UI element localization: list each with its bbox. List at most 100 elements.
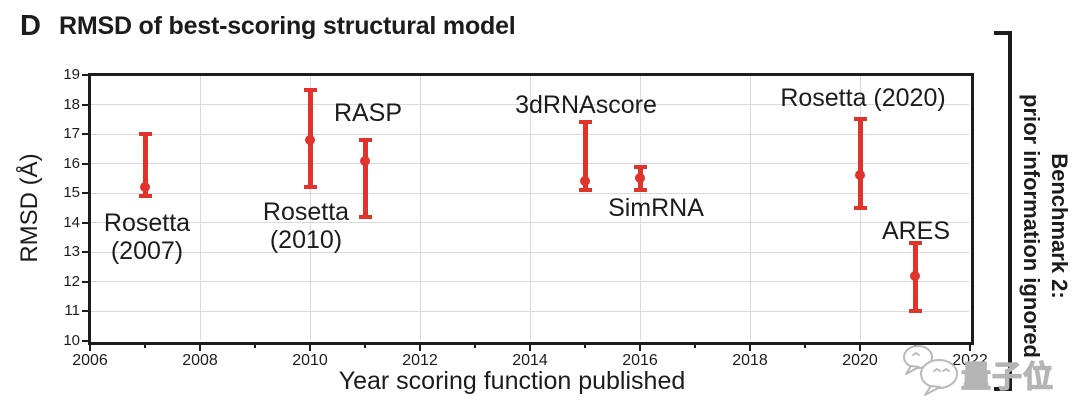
horizontal-gridline: [91, 192, 969, 194]
vertical-gridline: [199, 76, 201, 340]
error-bar-cap-bottom: [303, 185, 317, 190]
x-axis-minor-tick: [144, 344, 146, 348]
y-tick-label: 19: [63, 66, 80, 83]
error-bar-cap-top: [908, 241, 922, 246]
watermark-text: 量子位: [960, 360, 1054, 394]
horizontal-gridline: [91, 251, 969, 253]
data-point-label: SimRNA: [608, 194, 704, 222]
y-tick-label: 10: [63, 332, 80, 349]
data-point-label: 3dRNAscore: [515, 91, 657, 119]
error-bar-cap-top: [138, 132, 152, 137]
x-tick-label: 2008: [182, 352, 218, 369]
chart-title: RMSD of best-scoring structural model: [59, 12, 516, 40]
x-axis-tick: [529, 344, 531, 351]
error-bar-cap-bottom: [853, 206, 867, 210]
x-axis-tick: [89, 344, 91, 351]
error-bar: [362, 140, 368, 217]
x-tick-label: 2022: [952, 352, 988, 369]
y-tick-label: 12: [63, 272, 80, 290]
data-point-marker: [635, 173, 645, 184]
error-bar: [857, 119, 863, 208]
x-axis-minor-tick: [254, 344, 256, 348]
x-tick-label: 2010: [292, 352, 328, 369]
x-axis-tick: [859, 344, 861, 351]
y-axis-tick: [82, 74, 89, 76]
y-tick-label: 11: [64, 302, 80, 320]
x-axis-minor-tick: [584, 344, 586, 348]
y-axis-tick: [82, 340, 89, 342]
data-point-marker: [910, 270, 920, 281]
x-tick-label: 2012: [402, 352, 438, 369]
y-axis-tick: [82, 192, 89, 195]
horizontal-gridline: [91, 310, 969, 312]
y-tick-label: 13: [63, 243, 80, 261]
x-tick-label: 2020: [842, 352, 878, 369]
data-point-label: Rosetta (2020): [780, 84, 946, 112]
x-axis-tick: [639, 344, 641, 351]
data-point-label: Rosetta: [103, 209, 191, 237]
vertical-gridline: [749, 76, 751, 340]
x-axis-tick: [419, 344, 421, 351]
watermark: 量子位: [901, 340, 1080, 410]
vertical-gridline: [309, 76, 311, 340]
data-point-label: (2010): [269, 226, 343, 254]
x-tick-label: 2006: [72, 352, 108, 369]
y-axis-tick: [82, 103, 89, 106]
y-tick-label: 16: [63, 154, 80, 172]
x-axis-minor-tick: [474, 344, 476, 348]
data-point-label: RASP: [333, 99, 403, 127]
x-axis-tick: [199, 344, 201, 351]
error-bar-cap-top: [358, 138, 372, 143]
error-bar-cap-bottom: [908, 309, 922, 314]
error-bar-cap-top: [303, 87, 317, 92]
error-bar-cap-bottom: [578, 188, 592, 193]
error-bar-cap-top: [853, 117, 867, 122]
data-point-marker: [305, 135, 315, 146]
vertical-gridline: [639, 76, 641, 340]
x-axis-tick: [309, 344, 311, 351]
error-bar: [582, 122, 588, 191]
error-bar: [142, 134, 148, 197]
x-tick-label: 2014: [512, 352, 548, 369]
y-axis-tick: [82, 133, 89, 136]
panel-letter: D: [20, 10, 41, 42]
vertical-gridline: [419, 76, 421, 340]
x-axis-minor-tick: [694, 344, 696, 348]
error-bar-cap-top: [578, 120, 592, 125]
data-point-marker: [855, 170, 865, 181]
data-point-marker: [360, 155, 370, 166]
vertical-gridline: [529, 76, 531, 340]
y-tick-label: 17: [63, 125, 80, 143]
y-axis-tick: [82, 310, 89, 313]
y-axis-tick: [82, 162, 89, 165]
error-bar-cap-top: [633, 164, 647, 169]
x-tick-label: 2016: [622, 352, 658, 369]
plot-frame: [88, 73, 974, 345]
error-bar-cap-bottom: [633, 188, 647, 193]
data-point-label: Rosetta: [262, 198, 350, 226]
x-axis-tick: [749, 344, 751, 351]
horizontal-gridline: [91, 133, 969, 135]
data-point-label: (2007): [110, 237, 184, 265]
y-tick-label: 15: [63, 184, 80, 202]
y-axis-tick: [82, 280, 89, 283]
data-point-label: ARES: [881, 217, 951, 245]
horizontal-gridline: [91, 163, 969, 165]
x-axis-minor-tick: [364, 344, 366, 348]
horizontal-gridline: [91, 222, 969, 224]
data-point-marker: [580, 176, 590, 187]
y-axis-tick: [82, 251, 89, 254]
y-axis-tick: [82, 221, 89, 224]
x-axis-title: Year scoring function published: [338, 367, 686, 395]
error-bar-cap-bottom: [358, 214, 372, 219]
chat-bubbles-icon: [903, 345, 958, 396]
benchmark-bracket: [994, 31, 1012, 391]
error-bar-cap-bottom: [138, 194, 152, 199]
x-axis-tick: [969, 344, 971, 351]
y-tick-label: 14: [63, 213, 80, 231]
data-point-marker: [140, 182, 150, 193]
horizontal-gridline: [91, 281, 969, 283]
